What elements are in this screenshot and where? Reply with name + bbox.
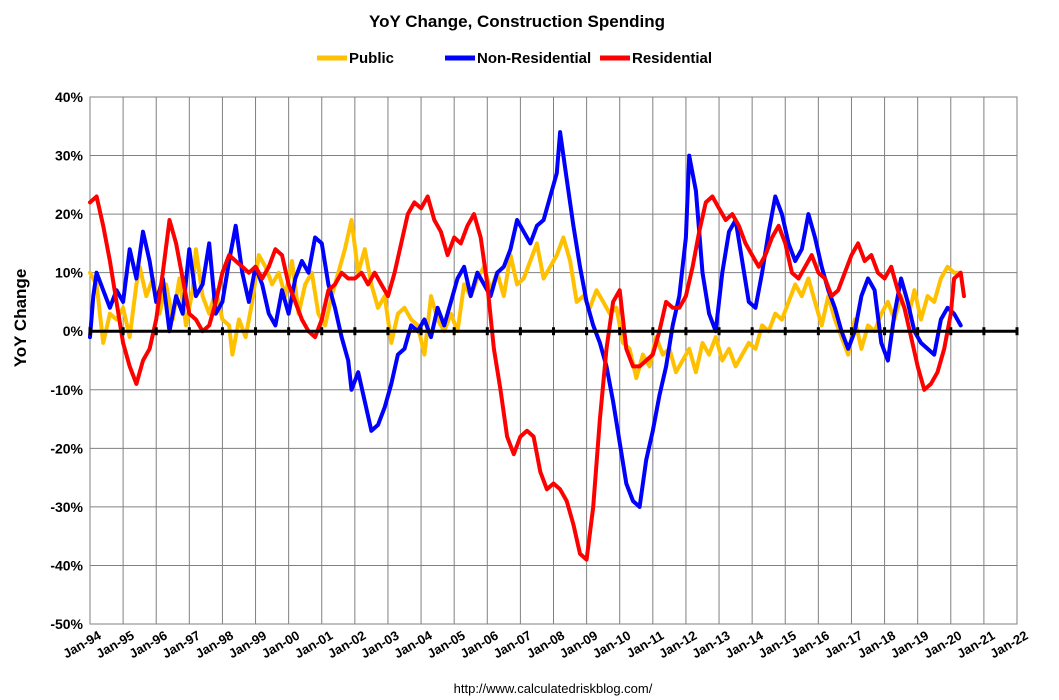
y-tick-label: 30% [55,148,84,164]
source-url[interactable]: http://www.calculatedriskblog.com/ [454,681,653,696]
y-axis-label: YoY Change [11,269,30,368]
series-line-residential [88,194,966,562]
legend: Public Non-Residential Residential [317,50,712,67]
y-tick-label: 0% [63,323,84,339]
legend-item: Residential [600,50,712,67]
legend-item: Non-Residential [445,50,591,67]
legend-item: Public [317,50,394,67]
y-tick-label: -10% [50,382,83,398]
y-tick-label: -50% [50,616,83,632]
y-tick-label: 10% [55,265,84,281]
series-line-non-residential [88,130,963,509]
y-tick-label: 20% [55,206,84,222]
legend-label: Public [349,50,394,67]
y-tick-label: 40% [55,89,84,105]
plot-area [89,96,1018,625]
y-tick-label: -30% [50,499,83,515]
legend-label: Non-Residential [477,50,591,67]
y-tick-label: -40% [50,557,83,573]
y-tick-label: -20% [50,440,83,456]
chart-title: YoY Change, Construction Spending [369,12,665,31]
legend-label: Residential [632,50,712,67]
